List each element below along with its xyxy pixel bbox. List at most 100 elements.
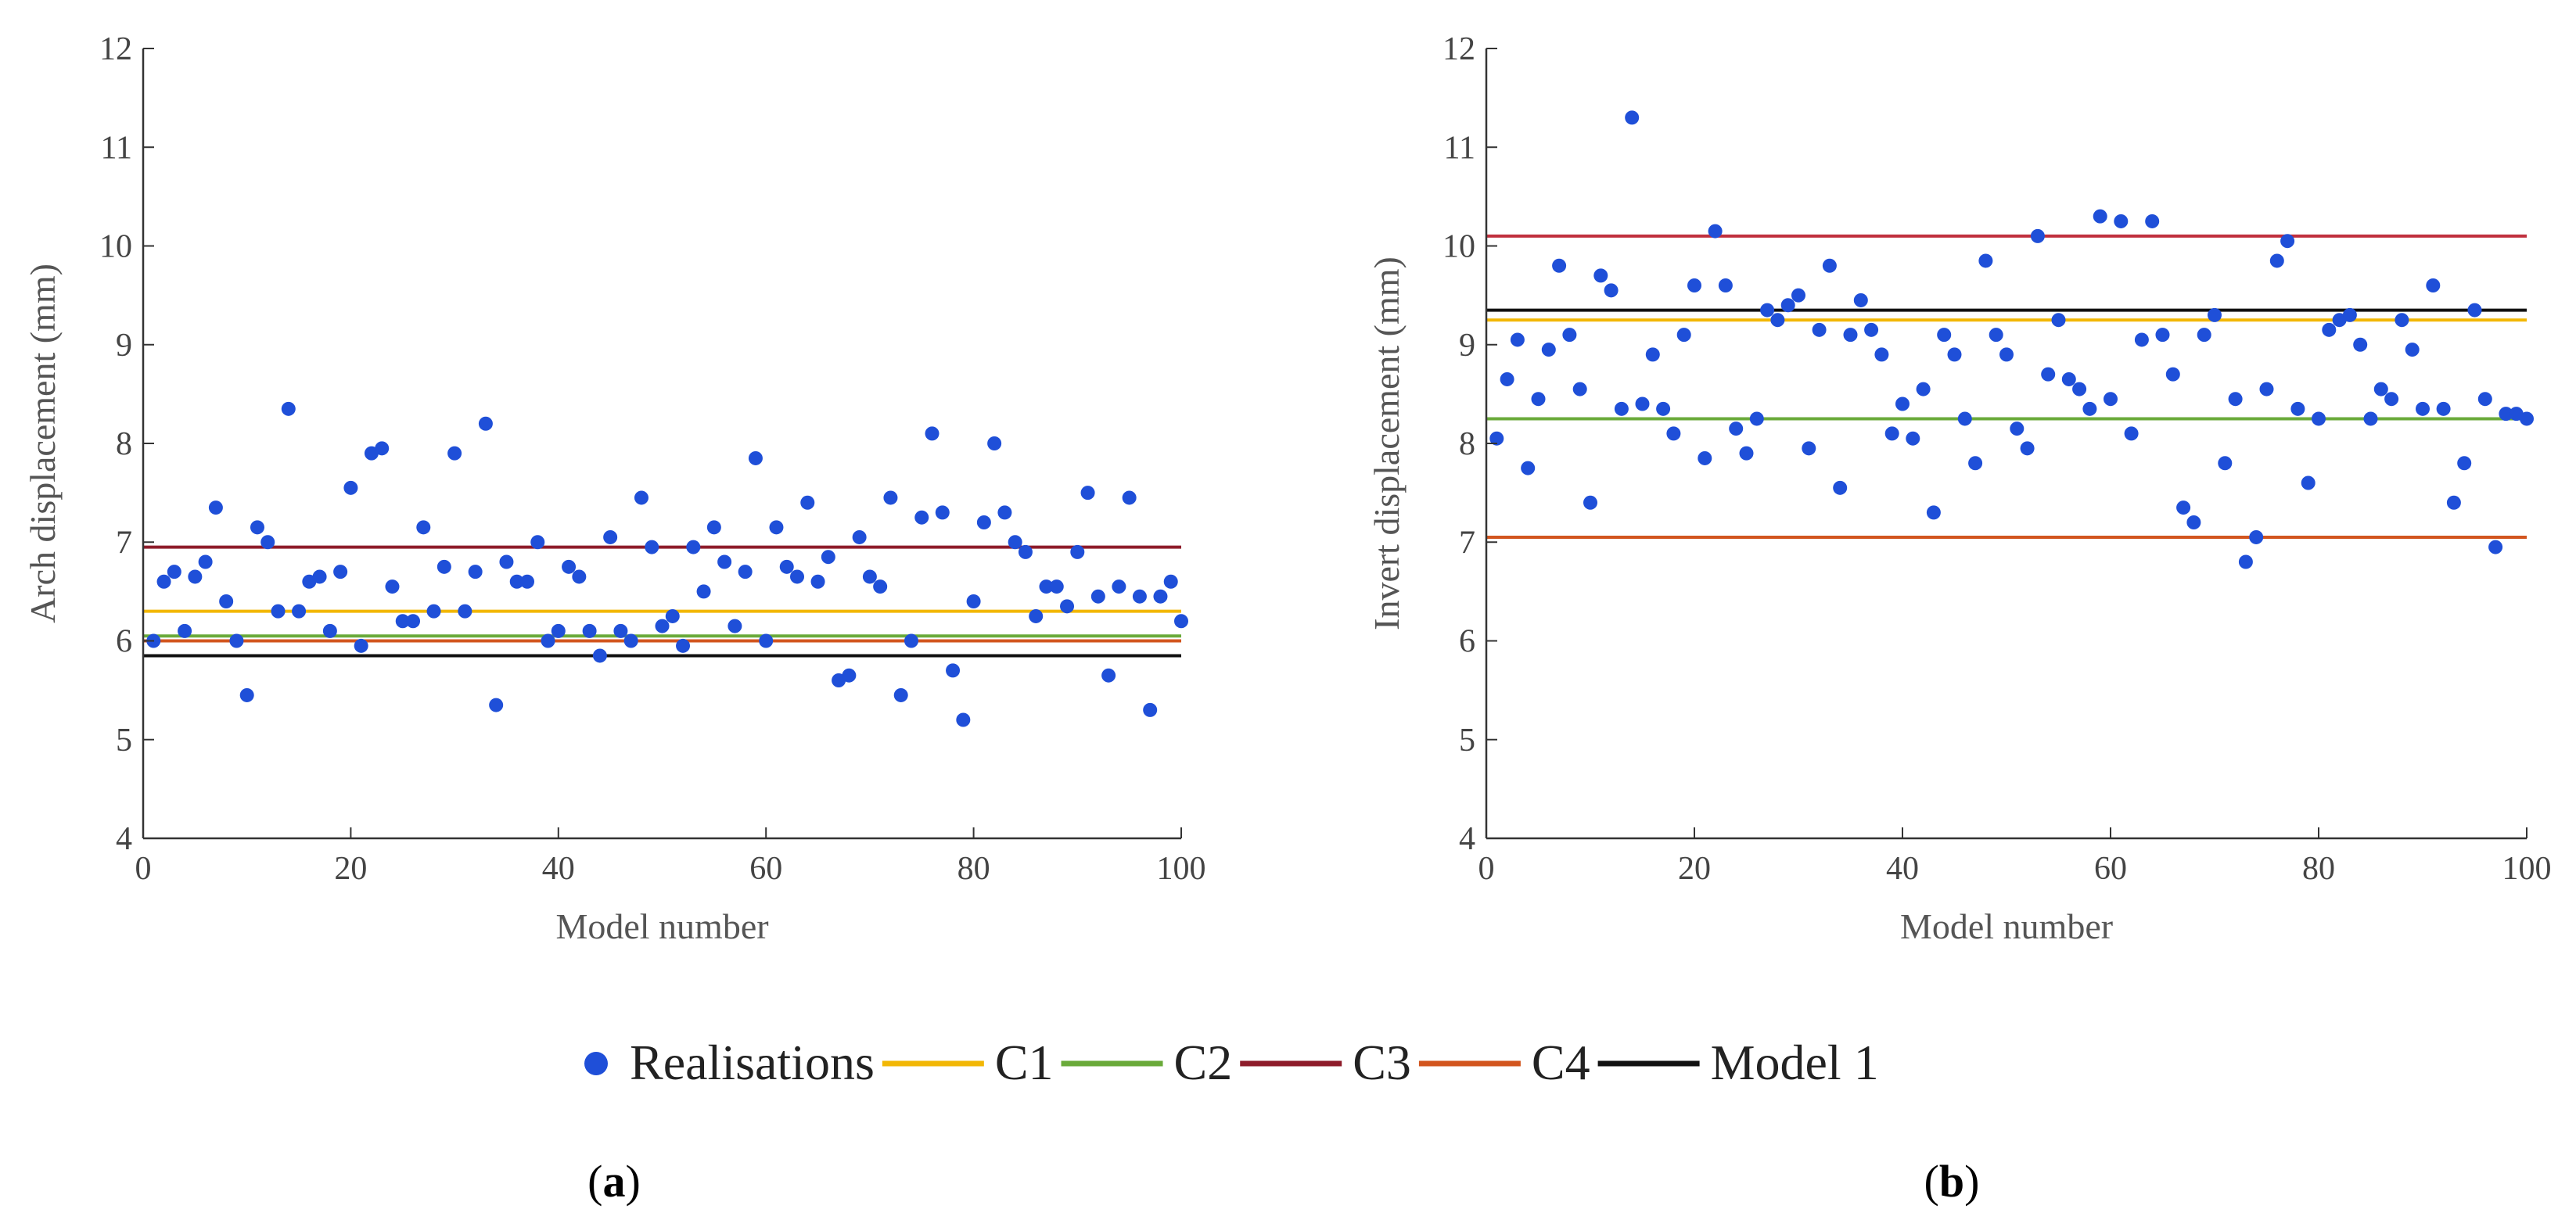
panel-b-point-3 — [1510, 332, 1525, 347]
panel-b-point-54 — [2041, 367, 2056, 382]
panel-b-point-71 — [2218, 456, 2233, 471]
panel-b-point-95 — [2467, 303, 2482, 318]
panel-a-point-62 — [779, 559, 794, 574]
panel-a-point-21 — [354, 638, 368, 653]
panel-b-point-65 — [2155, 328, 2170, 343]
panel-a-point-2 — [156, 574, 171, 589]
panel-a-point-5 — [188, 569, 203, 584]
panel-a-y-tick-label: 11 — [101, 130, 132, 166]
panel-b-point-80 — [2312, 411, 2326, 426]
panel-a-point-24 — [385, 579, 400, 594]
panel-b-point-92 — [2436, 401, 2451, 416]
panel-a-x-tick-label: 100 — [1157, 851, 1206, 887]
panel-b-point-88 — [2395, 313, 2409, 328]
legend-label-c1: C1 — [995, 1035, 1054, 1090]
panel-a-point-27 — [416, 520, 431, 535]
panel-a-point-51 — [665, 608, 680, 623]
panel-a-point-100 — [1174, 614, 1188, 629]
panel-a-point-7 — [208, 500, 223, 515]
panel-b-point-8 — [1562, 328, 1577, 343]
panel-a-point-76 — [925, 426, 940, 441]
panel-a-point-75 — [914, 510, 929, 525]
panel-b-point-37 — [1864, 322, 1879, 337]
panel-a-point-3 — [167, 565, 181, 579]
panel-b-point-36 — [1853, 292, 1868, 307]
panel-a-point-43 — [582, 623, 597, 638]
panel-a-point-49 — [645, 540, 659, 554]
panel-a-y-tick-label: 10 — [99, 229, 132, 265]
panel-a-y-tick-label: 5 — [116, 723, 132, 759]
panel-b-point-96 — [2477, 392, 2492, 407]
panel-b-x-tick-label: 80 — [2302, 851, 2335, 887]
panel-b-point-66 — [2165, 367, 2180, 382]
panel-a-point-71 — [873, 579, 888, 594]
panel-b-point-28 — [1770, 313, 1785, 328]
panel-a-point-53 — [686, 540, 701, 554]
panel-b-point-76 — [2269, 253, 2284, 268]
panel-b-x-tick-label: 40 — [1886, 851, 1919, 887]
panel-b-y-tick-label: 5 — [1459, 723, 1475, 759]
panel-b-plot-area — [1486, 48, 2527, 838]
panel-b-point-34 — [1833, 480, 1848, 495]
panel-a-point-48 — [634, 490, 648, 505]
panel-a-point-13 — [271, 604, 286, 619]
panel-a-point-81 — [976, 515, 991, 529]
panel-a-point-58 — [738, 565, 753, 579]
panel-b-point-73 — [2238, 554, 2253, 569]
panel-a-y-tick-label: 12 — [99, 31, 132, 67]
panel-b-point-100 — [2520, 411, 2534, 426]
panel-a-y-tick-label: 9 — [116, 328, 132, 364]
panel-a-point-80 — [966, 594, 981, 608]
panel-a-point-60 — [759, 633, 774, 648]
panel-a-point-70 — [862, 569, 877, 584]
panel-b-point-10 — [1583, 495, 1597, 510]
panel-a-point-65 — [810, 574, 825, 589]
panel-b-point-90 — [2416, 401, 2430, 416]
panel-a-point-95 — [1122, 490, 1137, 505]
panel-a-point-90 — [1070, 544, 1085, 559]
panel-a-point-79 — [956, 712, 971, 727]
panel-b-point-26 — [1749, 411, 1764, 426]
panel-b-point-16 — [1645, 347, 1660, 362]
panel-b-x-tick-label: 100 — [2502, 851, 2552, 887]
panel-b-point-30 — [1791, 288, 1805, 303]
panel-b-point-55 — [2051, 313, 2066, 328]
panel-b-point-49 — [1989, 328, 2003, 343]
panel-b-point-40 — [1895, 396, 1910, 411]
panel-b-point-39 — [1884, 426, 1899, 441]
legend-label-c2: C2 — [1174, 1035, 1233, 1090]
panel-a-point-9 — [229, 633, 244, 648]
panel-b-point-75 — [2259, 382, 2274, 396]
panel-b-point-83 — [2342, 307, 2357, 322]
panel-a-x-tick-label: 40 — [542, 851, 575, 887]
panel-a-point-88 — [1049, 579, 1064, 594]
panel-b-point-50 — [1999, 347, 2014, 362]
panel-a-point-66 — [821, 550, 835, 565]
panel-b-point-72 — [2228, 392, 2243, 407]
panel-a-point-40 — [551, 623, 566, 638]
panel-b-y-tick-label: 11 — [1444, 130, 1475, 166]
panel-b-point-98 — [2499, 407, 2513, 422]
panel-b-point-9 — [1572, 382, 1587, 396]
panel-b-y-tick-label: 7 — [1459, 525, 1475, 561]
panel-b-point-84 — [2353, 337, 2368, 352]
panel-b-point-2 — [1500, 371, 1514, 386]
panel-b-point-77 — [2280, 234, 2295, 249]
panel-b-x-tick-label: 0 — [1478, 851, 1495, 887]
panel-a-point-56 — [717, 554, 732, 569]
panel-b-point-87 — [2384, 392, 2399, 407]
panel-b-point-5 — [1531, 392, 1546, 407]
panel-a-point-36 — [509, 574, 524, 589]
panel-b-point-47 — [1968, 456, 1983, 471]
panel-b-point-22 — [1708, 224, 1723, 239]
panel-a-point-11 — [250, 520, 264, 535]
panel-a-label: (a) — [587, 1156, 641, 1207]
panel-a-point-59 — [748, 450, 763, 465]
panel-a-point-99 — [1163, 574, 1178, 589]
panel-b-point-57 — [2072, 382, 2087, 396]
panel-a-point-73 — [893, 687, 908, 702]
panel-b-point-78 — [2290, 401, 2305, 416]
panel-a-point-31 — [458, 604, 472, 619]
panel-b-point-68 — [2186, 515, 2201, 529]
